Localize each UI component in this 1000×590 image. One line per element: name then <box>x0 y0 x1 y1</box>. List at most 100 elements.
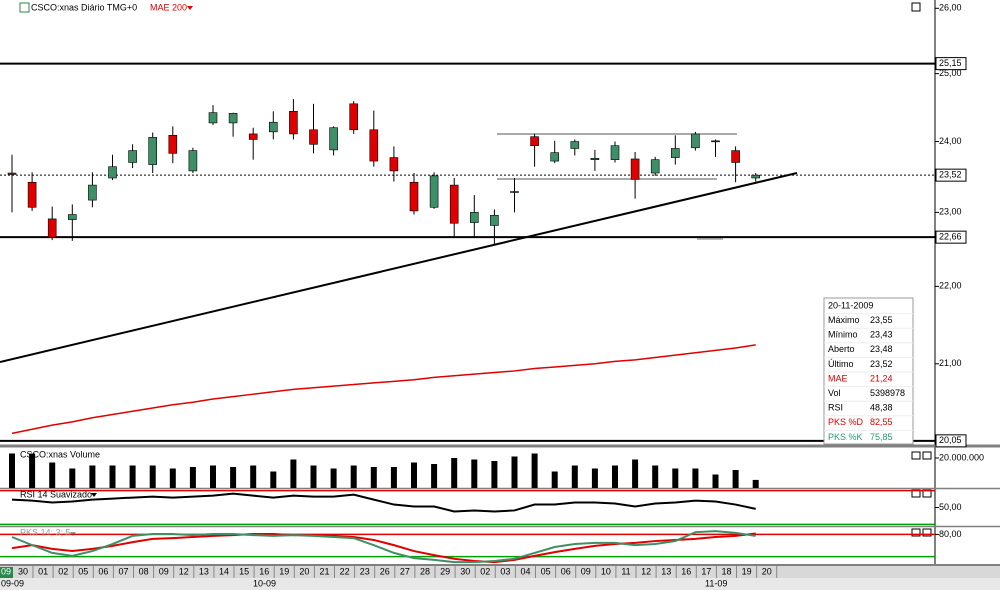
volume-bar <box>149 465 156 488</box>
candle-body <box>670 148 680 158</box>
x-tick-label: 15 <box>239 566 249 576</box>
panel-buttons <box>911 2 932 537</box>
partial-cell <box>0 567 13 578</box>
candle-body <box>550 152 560 162</box>
close-button[interactable] <box>922 451 932 460</box>
maximize-button[interactable] <box>911 2 921 12</box>
date-axis <box>0 566 1000 578</box>
x-tick-label: 02 <box>58 566 68 576</box>
maximize-button[interactable] <box>911 451 921 460</box>
candle-body <box>630 158 640 180</box>
x-tick-label: 28 <box>420 566 430 576</box>
x-tick-label: 27 <box>400 566 410 576</box>
x-tick-label: 02 <box>480 566 490 576</box>
candle-body <box>691 133 700 149</box>
info-value: 23,48 <box>870 344 893 354</box>
info-label: Máximo <box>828 315 860 325</box>
x-tick-label: 21 <box>319 566 329 576</box>
candle-body <box>389 157 399 172</box>
x-tick-label: 20 <box>299 566 309 576</box>
symbol-label: CSCO:xnas Diário TMG+0 <box>31 2 137 12</box>
info-label: Mínimo <box>828 330 858 340</box>
volume-bar <box>632 459 639 488</box>
x-tick-label: 14 <box>219 566 229 576</box>
volume-bar <box>551 471 558 488</box>
y-tick-label: 22,00 <box>939 281 962 291</box>
x-tick-label: 11 <box>621 566 630 576</box>
volume-bar <box>471 459 478 488</box>
price-marker-box <box>935 168 967 182</box>
indicator-line <box>11 492 756 513</box>
volume-bar <box>752 479 759 488</box>
info-value: 23,43 <box>870 330 893 340</box>
candle-body <box>208 112 218 124</box>
symbol-icon[interactable] <box>19 2 30 13</box>
candle-body <box>469 212 479 223</box>
volume-bar <box>169 468 176 488</box>
panel-title: RSI 14 Suavizado <box>20 489 92 499</box>
info-value: 82,55 <box>870 417 893 427</box>
indicator-line <box>11 532 756 564</box>
candle-body <box>228 113 238 124</box>
volume-bar <box>310 465 317 488</box>
y-tick-label: 50,00 <box>939 502 962 512</box>
volume-bar <box>189 467 196 488</box>
candle-body <box>590 157 600 160</box>
info-value: 48,38 <box>870 403 893 413</box>
x-tick-label: 06 <box>98 566 108 576</box>
candle-body <box>148 137 157 165</box>
volume-bar <box>9 453 15 488</box>
maximize-button[interactable] <box>911 528 921 537</box>
x-tick-label: 16 <box>259 566 269 576</box>
candle-body <box>27 181 37 208</box>
x-tick-label: 06 <box>561 566 571 576</box>
info-label: Aberto <box>828 344 855 354</box>
candle-body <box>68 214 77 220</box>
trend-line <box>0 172 798 363</box>
volume-bar <box>350 465 357 488</box>
indicator-label: MAE 200 <box>150 2 187 12</box>
y-tick-label: 80,00 <box>939 529 962 539</box>
volume-bar <box>732 470 739 488</box>
candle-body <box>369 129 379 162</box>
x-tick-label: 17 <box>701 566 711 576</box>
x-tick-label: 13 <box>199 566 209 576</box>
x-tick-label: 19 <box>279 566 289 576</box>
dropdown-arrow[interactable] <box>91 493 97 497</box>
volume-bar <box>411 462 417 488</box>
candle-body <box>490 214 499 226</box>
candle-body <box>429 175 439 208</box>
volume-bar <box>109 465 116 488</box>
panel-title: PKS 14; 3; 5 <box>20 527 71 537</box>
volume-bar <box>210 465 216 488</box>
candle-body <box>731 150 740 163</box>
y-tick-label: 23,00 <box>939 207 962 217</box>
candle-body <box>409 181 419 212</box>
y-tick-label: 24,00 <box>939 136 962 146</box>
dropdown-arrow[interactable] <box>187 6 193 10</box>
candle-body <box>128 150 137 163</box>
candle-body <box>309 129 318 145</box>
volume-bar <box>612 465 618 488</box>
candle-body <box>289 110 298 135</box>
candle-body <box>610 145 620 160</box>
candle-body <box>47 218 57 238</box>
info-label: Vol <box>828 388 841 398</box>
price-marker-label: 22,66 <box>939 232 962 242</box>
volume-bar <box>370 467 377 488</box>
info-value: 23,55 <box>870 315 893 325</box>
info-value: 5398978 <box>870 388 905 398</box>
x-tick-label: 19 <box>742 566 752 576</box>
candle-body <box>7 172 17 175</box>
close-button[interactable] <box>922 528 932 537</box>
candle-body <box>510 191 519 193</box>
x-tick-label: 23 <box>360 566 370 576</box>
price-marker-box <box>935 57 967 71</box>
volume-bar <box>270 471 277 488</box>
volume-bar <box>451 458 458 488</box>
candle-body <box>751 174 761 179</box>
x-tick-label: 05 <box>78 566 88 576</box>
volume-bar <box>69 468 76 488</box>
